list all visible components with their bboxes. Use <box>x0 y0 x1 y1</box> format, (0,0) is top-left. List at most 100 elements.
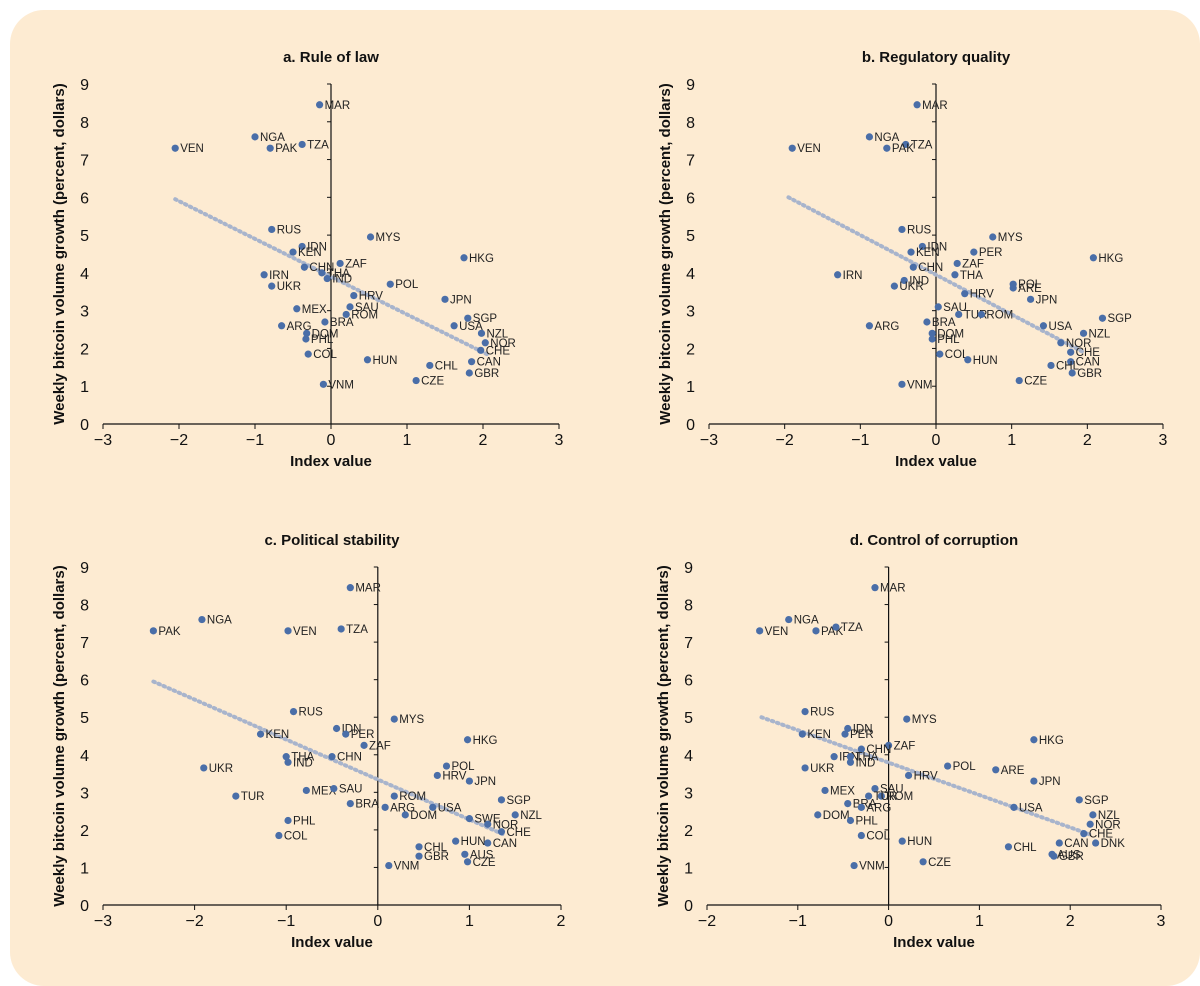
data-label-bra: BRA <box>355 799 379 811</box>
data-point-vnm <box>898 380 906 388</box>
data-label-per: PER <box>850 729 874 741</box>
data-point-tur <box>955 310 963 319</box>
data-point-mex <box>302 786 310 795</box>
data-label-ind: IND <box>293 757 313 769</box>
data-label-arg: ARG <box>287 321 312 333</box>
x-axis-label: Index value <box>895 453 977 470</box>
x-tick-label: 2 <box>557 913 566 930</box>
data-point-ven <box>284 627 292 635</box>
data-point-per <box>342 730 350 738</box>
y-tick-label: 6 <box>80 673 89 690</box>
data-point-tha <box>951 271 959 279</box>
x-tick-label: 2 <box>479 432 488 449</box>
data-label-arg: ARG <box>390 802 415 814</box>
y-tick-label: 9 <box>684 560 693 577</box>
data-point-usa <box>1039 322 1048 330</box>
data-label-mys: MYS <box>912 714 937 726</box>
data-label-pol: POL <box>1018 279 1042 291</box>
y-tick-label: 1 <box>686 379 695 396</box>
data-point-are <box>992 766 1000 774</box>
data-point-gbr <box>415 852 423 860</box>
data-label-ukr: UKR <box>899 281 923 293</box>
data-label-phl: PHL <box>293 816 316 828</box>
data-point-irn <box>834 271 842 279</box>
data-point-nga <box>251 133 259 141</box>
data-point-hrv <box>350 291 358 300</box>
data-label-ukr: UKR <box>277 281 301 293</box>
x-tick-label: 1 <box>975 913 984 930</box>
data-label-gbr: GBR <box>1059 851 1084 863</box>
data-label-nga: NGA <box>207 615 232 627</box>
y-tick-label: 3 <box>684 785 693 802</box>
data-label-dom: DOM <box>312 328 339 340</box>
data-point-phl <box>284 816 292 825</box>
data-point-chl <box>415 843 423 851</box>
data-point-hrv <box>904 771 913 780</box>
data-label-hkg: HKG <box>1039 735 1064 747</box>
x-tick-label: 1 <box>465 913 474 930</box>
data-label-sgp: SGP <box>1084 795 1109 807</box>
data-label-jpn: JPN <box>1039 776 1061 788</box>
data-label-rom: ROM <box>986 309 1013 321</box>
y-tick-label: 5 <box>684 710 693 727</box>
x-tick-label: 1 <box>403 432 412 449</box>
data-point-mar <box>316 101 324 109</box>
data-label-mys: MYS <box>998 232 1023 244</box>
data-label-sau: SAU <box>339 784 363 796</box>
data-label-ind: IND <box>855 757 875 769</box>
chart-panel-3: c. Political stability −3 −2 −1 0 1 2 0 1 2 3 4 5 6 7 8… <box>51 532 566 951</box>
data-label-sau: SAU <box>355 302 379 314</box>
data-point-ukr <box>801 764 809 772</box>
data-label-chn: CHN <box>918 262 943 274</box>
data-point-vnm <box>319 380 327 388</box>
y-tick-label: 0 <box>686 417 695 434</box>
chart-title: b. Regulatory quality <box>862 49 1011 66</box>
data-point-tza <box>298 140 306 149</box>
data-point-bra <box>321 318 329 326</box>
data-label-zaf: ZAF <box>962 258 984 270</box>
data-label-col: COL <box>945 349 969 361</box>
data-point-pol <box>944 762 952 770</box>
data-label-ven: VEN <box>293 626 317 638</box>
data-label-bra: BRA <box>330 317 354 329</box>
data-label-hun: HUN <box>372 355 397 367</box>
data-label-nga: NGA <box>794 615 819 627</box>
x-tick-label: 1 <box>1007 432 1016 449</box>
data-label-vnm: VNM <box>907 379 933 391</box>
data-point-gbr <box>1050 852 1058 860</box>
data-point-pak <box>812 627 820 635</box>
data-label-ken: KEN <box>807 729 831 741</box>
data-label-tur: TUR <box>874 791 898 803</box>
x-tick-label: 2 <box>1083 432 1092 449</box>
data-label-usa: USA <box>1019 802 1043 814</box>
trend-line <box>786 195 1086 355</box>
data-label-tza: TZA <box>841 622 863 634</box>
y-tick-label: 0 <box>80 898 89 915</box>
data-label-chn: CHN <box>337 752 362 764</box>
x-tick-label: −3 <box>94 432 112 449</box>
data-label-swe: SWE <box>474 814 501 826</box>
data-point-hun <box>964 356 972 364</box>
data-point-bra <box>844 800 852 808</box>
data-label-ven: VEN <box>180 143 204 155</box>
x-tick-label: 3 <box>1159 432 1168 449</box>
data-point-mar <box>871 584 879 592</box>
data-point-mys <box>366 233 375 241</box>
data-label-pak: PAK <box>275 143 297 155</box>
data-label-che: CHE <box>1076 347 1101 359</box>
data-point-nga <box>198 615 206 624</box>
y-tick-label: 2 <box>686 341 695 358</box>
data-point-ukr <box>200 764 208 772</box>
data-label-cze: CZE <box>473 857 496 869</box>
data-point-chn <box>328 753 336 761</box>
data-label-ken: KEN <box>916 247 940 259</box>
data-label-hun: HUN <box>461 836 486 848</box>
data-label-irn: IRN <box>843 270 863 282</box>
data-point-nzl <box>1089 811 1097 819</box>
x-axis-label: Index value <box>290 453 372 470</box>
data-point-arg <box>857 803 865 811</box>
chart-panel-1: a. Rule of law −3 −2 −1 0 1 2 3 0 1 2 3 4 5 6 7 8 9 Index … <box>51 49 564 470</box>
y-tick-label: 3 <box>80 304 89 321</box>
data-label-hrv: HRV <box>970 289 994 301</box>
